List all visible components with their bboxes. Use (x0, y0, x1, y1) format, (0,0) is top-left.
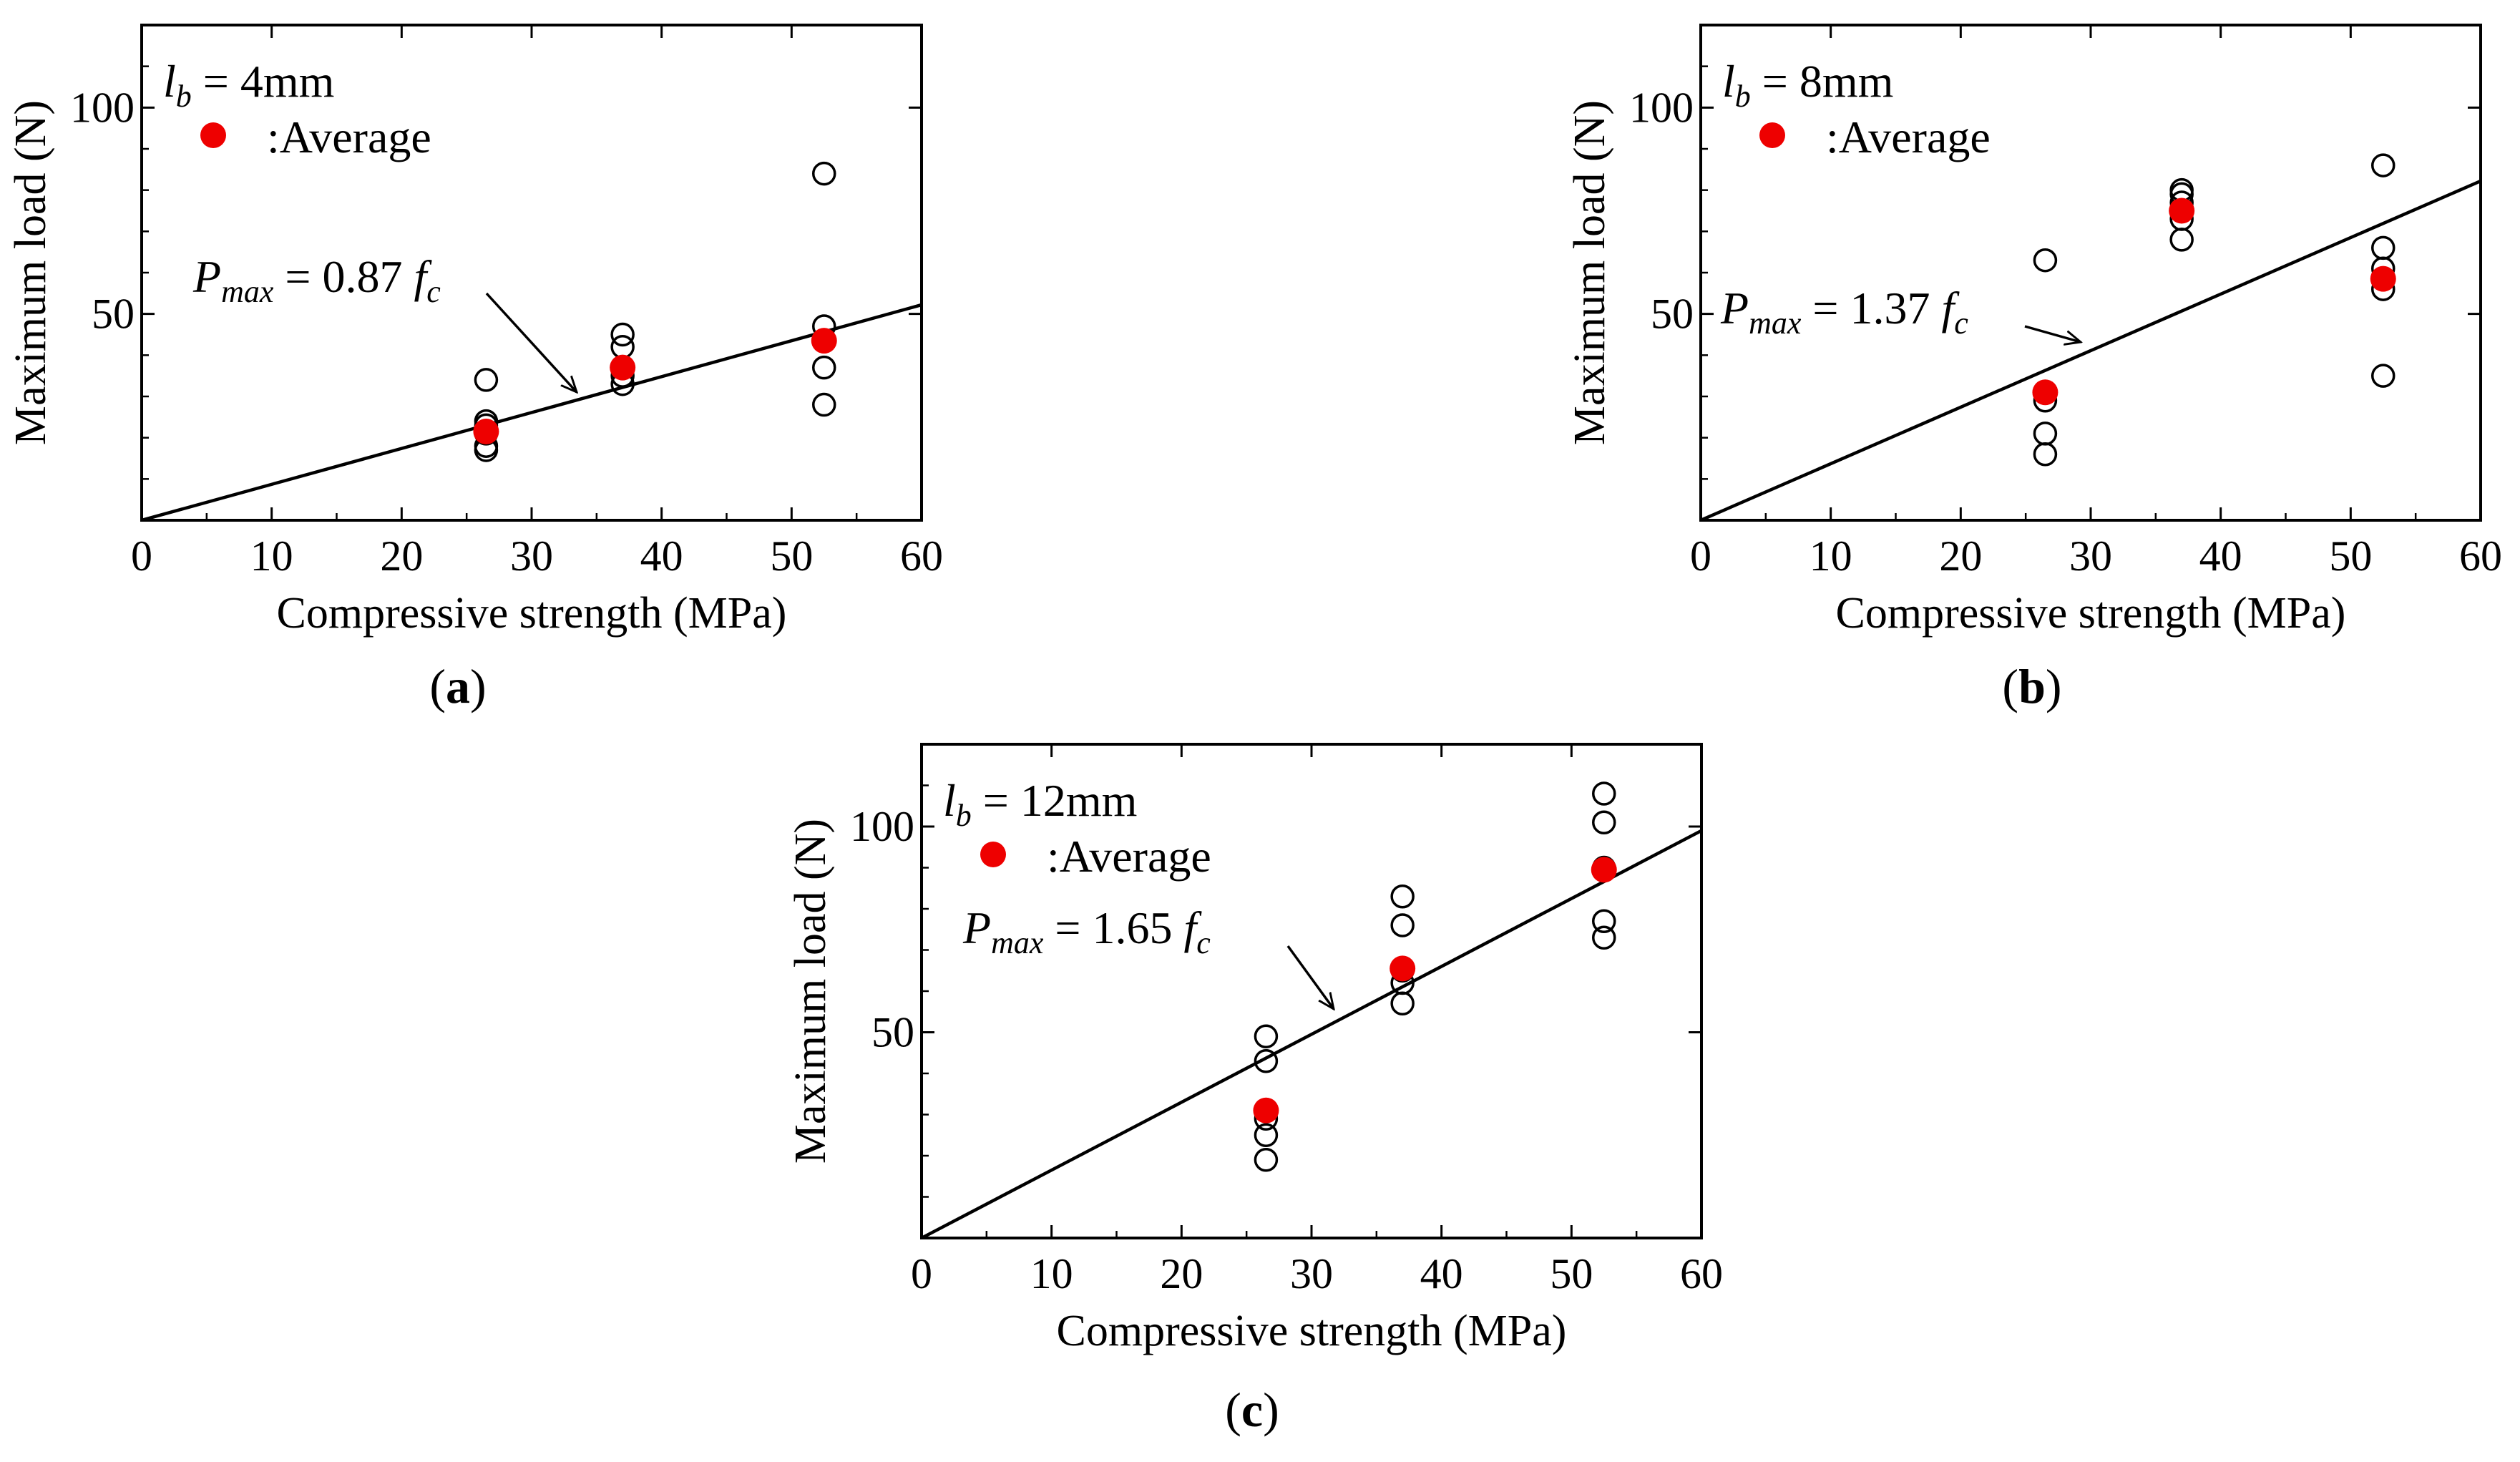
x-tick-label: 10 (1030, 1250, 1073, 1297)
condition-label: lb = 8mm (1722, 56, 1893, 114)
data-point (2033, 442, 2058, 467)
fit-line (922, 829, 1701, 1238)
data-point (1390, 884, 1415, 909)
data-point (812, 355, 836, 380)
data-point (2371, 364, 2396, 388)
panel-caption: (a) (429, 659, 486, 713)
data-point (2371, 153, 2396, 177)
legend-marker (1759, 122, 1785, 148)
data-point (1390, 913, 1415, 937)
panel-b: 0 10 20 30 40 50 60 50 100 Compressive strength (… (1566, 24, 2502, 713)
data-point (1592, 925, 1616, 950)
y-axis-title: Maximum load (N) (786, 819, 835, 1164)
x-tick-label: 40 (2199, 532, 2242, 580)
condition-label: lb = 4mm (163, 56, 334, 114)
average-point (1591, 857, 1617, 883)
x-tick-label: 10 (250, 532, 293, 580)
x-tick-label: 20 (1939, 532, 1982, 580)
x-tick-label: 20 (1160, 1250, 1203, 1297)
data-point (474, 368, 499, 392)
data-point (1592, 909, 1616, 933)
panel-c: 0 10 20 30 40 50 60 50 100 Compressive strength (… (786, 743, 1723, 1437)
x-tick-label: 0 (911, 1250, 932, 1297)
x-tick-label: 50 (2329, 532, 2372, 580)
average-point (1253, 1097, 1279, 1124)
data-point (1390, 991, 1415, 1015)
equation-arrow (2024, 325, 2081, 342)
x-tick-label: 50 (770, 532, 813, 580)
y-tick-label: 100 (70, 84, 135, 131)
legend-label: :Average (267, 112, 431, 162)
x-tick-label: 20 (380, 532, 423, 580)
y-tick-label: 50 (92, 291, 135, 338)
panel-caption: (c) (1225, 1383, 1279, 1437)
data-point (2033, 248, 2058, 273)
data-point (610, 335, 635, 359)
data-point (812, 161, 836, 186)
panel-a: 0 10 20 30 40 50 60 50 100 Compressive strength (… (6, 24, 943, 713)
y-tick-label: 50 (1651, 291, 1694, 338)
y-tick-label: 100 (1629, 84, 1694, 131)
y-tick-label: 100 (850, 803, 914, 850)
x-tick-label: 30 (1290, 1250, 1333, 1297)
legend-label: :Average (1826, 112, 1991, 162)
legend-marker (200, 122, 226, 148)
x-tick-label: 60 (900, 532, 943, 580)
x-tick-label: 30 (2069, 532, 2112, 580)
x-tick-label: 0 (1690, 532, 1711, 580)
y-axis-title: Maximum load (N) (6, 100, 55, 445)
average-point (2370, 265, 2396, 292)
fit-equation: Pmax = 1.65 fc (962, 902, 1211, 960)
x-axis-title: Compressive strength (MPa) (1057, 1307, 1567, 1355)
average-point (1390, 955, 1416, 982)
average-point (811, 328, 837, 354)
data-point (1254, 1123, 1279, 1147)
legend-marker (980, 842, 1006, 867)
x-tick-label: 60 (1680, 1250, 1723, 1297)
data-point (2033, 421, 2058, 446)
average-point (2032, 379, 2059, 406)
x-axis-title: Compressive strength (MPa) (1836, 589, 2346, 638)
fit-equation: Pmax = 1.37 fc (1720, 283, 1968, 341)
data-point (610, 322, 635, 347)
average-point (610, 354, 636, 381)
average-point (473, 419, 499, 445)
y-tick-label: 50 (871, 1009, 914, 1056)
data-point (2169, 228, 2194, 252)
x-tick-label: 40 (640, 532, 683, 580)
x-tick-label: 50 (1550, 1250, 1593, 1297)
equation-arrow (485, 292, 577, 392)
fit-equation: Pmax = 0.87 fc (192, 251, 441, 309)
fit-line (1701, 179, 2481, 520)
panel-caption: (b) (2002, 659, 2061, 713)
x-tick-label: 10 (1810, 532, 1852, 580)
fit-line (142, 303, 922, 520)
data-point (2371, 235, 2396, 260)
x-tick-label: 40 (1420, 1250, 1463, 1297)
y-axis-title: Maximum load (N) (1566, 100, 1614, 445)
data-point (1254, 1049, 1279, 1073)
x-tick-label: 0 (131, 532, 152, 580)
condition-label: lb = 12mm (943, 775, 1137, 833)
x-tick-label: 60 (2459, 532, 2502, 580)
data-point (1592, 781, 1616, 806)
x-tick-label: 30 (510, 532, 553, 580)
data-point (1254, 1024, 1279, 1048)
data-point (812, 392, 836, 417)
average-point (2169, 198, 2195, 224)
equation-arrow (1286, 945, 1334, 1009)
legend-label: :Average (1047, 831, 1211, 882)
data-point (1592, 810, 1616, 834)
data-point (1254, 1148, 1279, 1172)
x-axis-title: Compressive strength (MPa) (277, 589, 787, 638)
